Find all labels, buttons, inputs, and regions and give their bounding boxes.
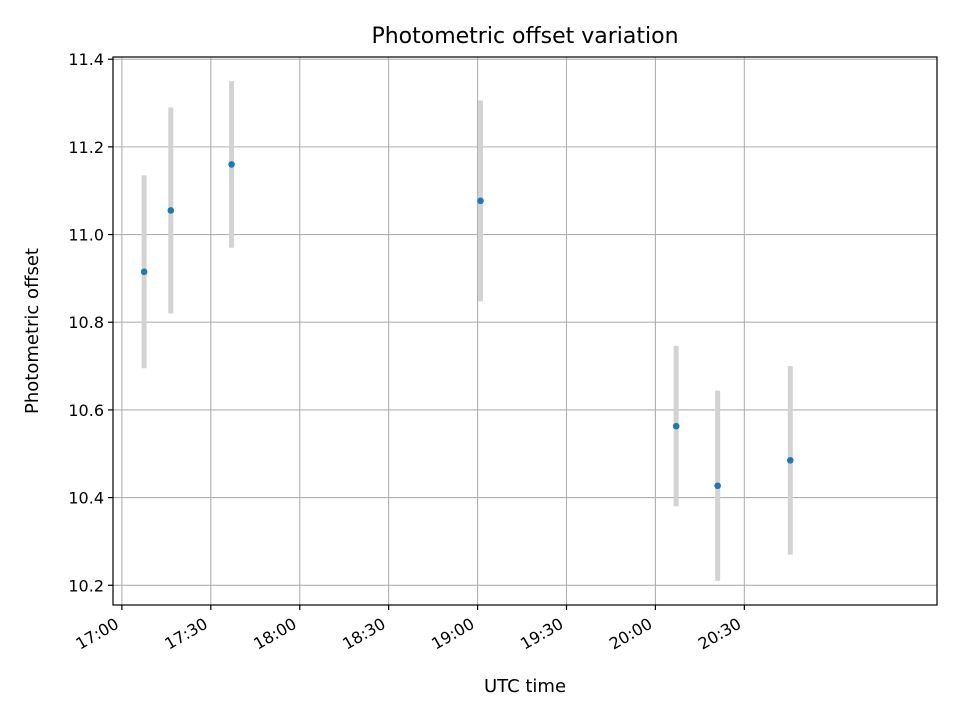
y-tick-label: 10.6 — [68, 401, 104, 420]
x-tick-label: 19:00 — [428, 614, 477, 654]
x-tick-label: 19:30 — [517, 614, 566, 654]
grid-layer — [113, 57, 937, 605]
y-axis-label: Photometric offset — [22, 248, 43, 414]
x-axis-label: UTC time — [484, 676, 566, 697]
data-point — [786, 457, 794, 464]
x-tick-label: 18:00 — [250, 614, 299, 654]
chart-title: Photometric offset variation — [371, 24, 678, 49]
point-layer — [140, 161, 794, 490]
data-point — [714, 482, 721, 490]
x-tick-label: 17:00 — [72, 614, 121, 654]
y-tick-label: 10.8 — [68, 313, 104, 332]
plot-frame — [112, 56, 938, 606]
errorbar-layer — [141, 81, 793, 581]
y-tick-label: 11.4 — [68, 50, 104, 69]
y-tick-label: 10.2 — [68, 576, 104, 595]
y-tick-label: 11.2 — [68, 138, 104, 157]
x-tick-label: 18:30 — [339, 614, 388, 654]
x-tick-label: 17:30 — [161, 614, 210, 654]
data-point — [477, 197, 484, 205]
data-point — [672, 422, 680, 430]
data-point — [167, 207, 175, 214]
data-point — [140, 268, 148, 276]
y-tick-label: 10.4 — [68, 489, 104, 508]
x-tick-label: 20:00 — [606, 614, 655, 654]
data-point — [228, 161, 235, 168]
y-tick-label: 11.0 — [68, 226, 104, 245]
x-tick-label: 20:30 — [695, 614, 744, 654]
